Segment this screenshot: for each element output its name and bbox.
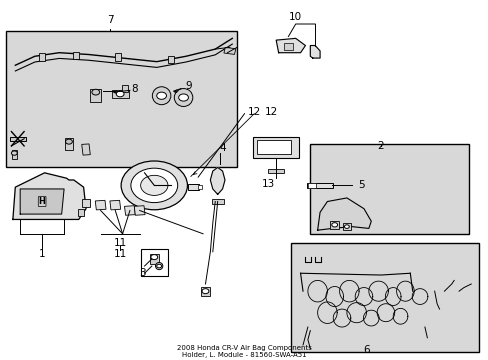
Circle shape — [116, 91, 124, 97]
Polygon shape — [330, 221, 338, 229]
Polygon shape — [141, 249, 167, 276]
Circle shape — [141, 175, 167, 195]
Polygon shape — [343, 223, 350, 230]
Text: 4: 4 — [219, 143, 225, 153]
Text: 11: 11 — [113, 238, 126, 248]
Polygon shape — [268, 169, 284, 173]
Text: 6: 6 — [363, 345, 369, 355]
Text: 10: 10 — [288, 12, 302, 22]
Polygon shape — [150, 253, 158, 264]
Polygon shape — [210, 167, 224, 194]
Circle shape — [178, 94, 188, 101]
Polygon shape — [307, 183, 315, 188]
Polygon shape — [276, 39, 305, 53]
Polygon shape — [13, 173, 86, 220]
Text: 2: 2 — [377, 141, 384, 151]
Text: 7: 7 — [107, 15, 114, 26]
Polygon shape — [134, 206, 145, 215]
Polygon shape — [10, 136, 25, 141]
Circle shape — [157, 92, 166, 99]
Polygon shape — [310, 45, 320, 58]
Circle shape — [344, 225, 348, 228]
Polygon shape — [115, 53, 121, 60]
Polygon shape — [64, 138, 73, 150]
Text: 13: 13 — [262, 179, 275, 189]
Text: 3: 3 — [139, 268, 145, 278]
Polygon shape — [81, 144, 90, 155]
Polygon shape — [78, 209, 84, 216]
Polygon shape — [20, 189, 64, 214]
Circle shape — [121, 161, 187, 210]
Polygon shape — [211, 199, 224, 204]
Polygon shape — [197, 185, 201, 189]
Circle shape — [202, 289, 208, 294]
FancyBboxPatch shape — [310, 144, 468, 234]
Polygon shape — [122, 85, 128, 92]
Ellipse shape — [155, 262, 163, 270]
Text: 8: 8 — [131, 84, 138, 94]
Ellipse shape — [152, 87, 170, 105]
Text: 9: 9 — [185, 81, 191, 91]
Polygon shape — [306, 183, 333, 188]
Text: 1: 1 — [39, 248, 45, 258]
Polygon shape — [73, 51, 79, 59]
Polygon shape — [256, 140, 290, 154]
Polygon shape — [39, 53, 45, 60]
Polygon shape — [82, 199, 89, 207]
Text: H: H — [39, 197, 45, 206]
Polygon shape — [224, 48, 235, 54]
Text: 2008 Honda CR-V Air Bag Components
Holder, L. Module - 81560-SWA-A51: 2008 Honda CR-V Air Bag Components Holde… — [177, 345, 311, 357]
Polygon shape — [317, 198, 370, 230]
Polygon shape — [283, 43, 293, 50]
Circle shape — [131, 168, 177, 203]
Polygon shape — [95, 200, 106, 210]
Text: 5: 5 — [358, 180, 364, 190]
Polygon shape — [111, 90, 128, 98]
Polygon shape — [187, 184, 198, 190]
Polygon shape — [12, 150, 17, 159]
Text: 11: 11 — [113, 248, 126, 258]
Circle shape — [157, 264, 161, 268]
Polygon shape — [168, 56, 174, 63]
FancyBboxPatch shape — [290, 243, 478, 352]
Circle shape — [92, 89, 100, 95]
Polygon shape — [200, 287, 210, 296]
Text: 12: 12 — [264, 107, 277, 117]
Polygon shape — [90, 89, 101, 102]
FancyBboxPatch shape — [5, 31, 237, 167]
Ellipse shape — [174, 89, 192, 107]
Polygon shape — [124, 206, 135, 215]
Polygon shape — [252, 137, 299, 158]
Circle shape — [65, 139, 72, 144]
Text: 12: 12 — [247, 107, 260, 117]
Circle shape — [331, 223, 337, 227]
Circle shape — [11, 151, 17, 155]
Polygon shape — [110, 200, 121, 210]
Circle shape — [151, 255, 158, 260]
